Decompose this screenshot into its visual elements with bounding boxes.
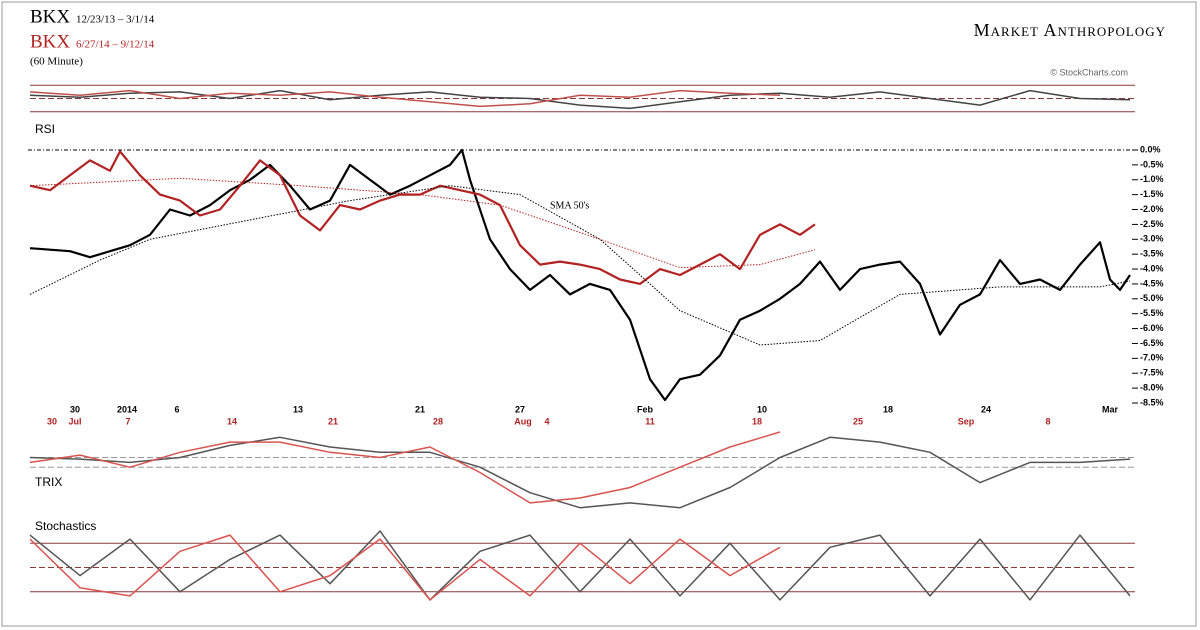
series-line bbox=[29, 89, 1131, 110]
panel-title: TRIX bbox=[35, 475, 62, 489]
x-tick-label: 30 bbox=[70, 404, 80, 414]
y-tick-label: -0.5% bbox=[1140, 159, 1164, 169]
panel-title: Stochastics bbox=[35, 519, 96, 533]
y-tick-label: -7.0% bbox=[1140, 353, 1164, 363]
y-tick-label: -1.0% bbox=[1140, 174, 1164, 184]
panel-title: RSI bbox=[35, 122, 55, 136]
sma-line bbox=[29, 177, 816, 269]
y-tick-label: -3.5% bbox=[1140, 249, 1164, 259]
y-tick-label: 0.0% bbox=[1140, 144, 1161, 154]
y-tick-label: -5.0% bbox=[1140, 293, 1164, 303]
x-tick-label-2: 4 bbox=[544, 416, 549, 426]
x-tick-label-2: 25 bbox=[853, 416, 863, 426]
x-tick-label: Feb bbox=[637, 404, 654, 414]
x-tick-label: 18 bbox=[883, 404, 893, 414]
y-tick-label: -5.5% bbox=[1140, 308, 1164, 318]
series-line bbox=[29, 89, 781, 108]
series-line bbox=[29, 431, 781, 504]
x-tick-label-2: 28 bbox=[433, 416, 443, 426]
series-1-symbol: BKX bbox=[30, 6, 70, 27]
y-tick-label: -4.0% bbox=[1140, 263, 1164, 273]
y-tick-label: -2.0% bbox=[1140, 204, 1164, 214]
y-tick-label: -6.5% bbox=[1140, 338, 1164, 348]
y-tick-label: -6.0% bbox=[1140, 323, 1164, 333]
x-tick-label: 24 bbox=[981, 404, 991, 414]
x-tick-label: Mar bbox=[1102, 404, 1119, 414]
series-1-period: 12/23/13 – 3/1/14 bbox=[76, 14, 155, 26]
sma-line bbox=[29, 185, 1131, 346]
x-tick-label-2: 8 bbox=[1045, 416, 1050, 426]
annotation: SMA 50's bbox=[550, 200, 589, 211]
series-2-symbol: BKX bbox=[30, 31, 70, 52]
x-tick-label-2: 21 bbox=[328, 416, 338, 426]
x-tick-label-2: 11 bbox=[645, 416, 655, 426]
series-line bbox=[29, 534, 781, 601]
x-tick-label-2: 30 bbox=[47, 416, 57, 426]
series-line bbox=[29, 436, 1131, 509]
x-tick-label: 27 bbox=[515, 404, 525, 414]
x-tick-label-2: Aug bbox=[514, 416, 532, 426]
x-tick-label-2: 7 bbox=[125, 416, 130, 426]
x-tick-label: 13 bbox=[293, 404, 303, 414]
x-tick-label-2: Sep bbox=[958, 416, 975, 426]
y-tick-label: -8.0% bbox=[1140, 382, 1164, 392]
series-line bbox=[29, 148, 1131, 402]
x-tick-label-2: 14 bbox=[227, 416, 237, 426]
x-tick-label: 6 bbox=[174, 404, 179, 414]
x-tick-label-2: 18 bbox=[752, 416, 762, 426]
x-tick-label: 10 bbox=[757, 404, 767, 414]
series-line bbox=[29, 530, 1131, 601]
x-tick-label: 2014 bbox=[117, 404, 137, 414]
y-tick-label: -4.5% bbox=[1140, 278, 1164, 288]
y-tick-label: -7.5% bbox=[1140, 368, 1164, 378]
interval: (60 Minute) bbox=[30, 56, 83, 68]
x-tick-label: 21 bbox=[415, 404, 425, 414]
source: © StockCharts.com bbox=[1050, 67, 1128, 77]
y-tick-label: -3.0% bbox=[1140, 234, 1164, 244]
x-tick-label-2: Jul bbox=[68, 416, 81, 426]
y-tick-label: -1.5% bbox=[1140, 189, 1164, 199]
brand: Market Anthropology bbox=[974, 20, 1166, 40]
y-tick-label: -8.5% bbox=[1140, 397, 1164, 407]
y-tick-label: -2.5% bbox=[1140, 219, 1164, 229]
series-2-period: 6/27/14 – 9/12/14 bbox=[76, 39, 155, 51]
